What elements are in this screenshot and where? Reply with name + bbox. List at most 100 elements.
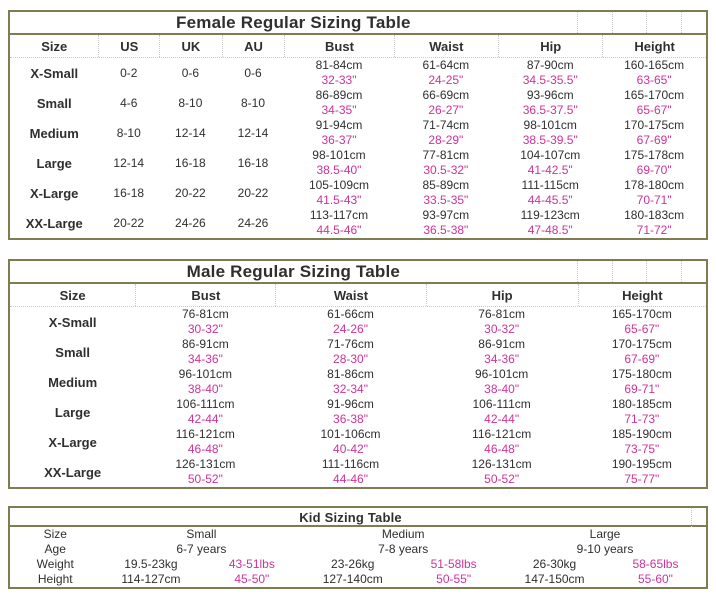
- inch-value: 75-77": [624, 472, 660, 486]
- waist-cell: 61-66cm 24-26": [275, 307, 425, 337]
- height-cell: 190-195cm 75-77": [578, 457, 706, 487]
- cm-value: 93-96cm: [526, 88, 574, 102]
- height-cell: 180-185cm 71-73": [578, 397, 706, 427]
- kid-row-age: Age 6-7 years 7-8 years 9-10 years: [10, 542, 706, 557]
- uk-size-value: 24-26: [175, 216, 206, 230]
- au-size-value: 12-14: [237, 126, 269, 140]
- inch-value: 32-34": [333, 382, 368, 396]
- inch-value: 28-29": [428, 133, 464, 147]
- size-row-xx-large: XX-Large 126-131cm 50-52" 111-116cm 44-46" 12…: [10, 457, 706, 487]
- height-cell: 175-178cm 69-70": [602, 148, 705, 178]
- kid-row-label: Size: [43, 527, 67, 541]
- column-header-bust: Bust: [284, 35, 393, 57]
- bust-cell: 86-89cm 34-35": [284, 88, 393, 118]
- kid-age-value: 6-7 years: [176, 542, 227, 556]
- size-label: Large: [36, 155, 72, 171]
- size-label: X-Large: [30, 185, 79, 201]
- cm-value: 106-111cm: [472, 397, 531, 411]
- cm-value: 86-91cm: [182, 337, 229, 351]
- bust-cell: 96-101cm 38-40": [135, 367, 275, 397]
- hip-cell: 116-121cm 46-48": [426, 427, 578, 457]
- cm-value: 98-101cm: [523, 118, 577, 132]
- inch-value: 41.5-43": [316, 193, 362, 207]
- kid-size-value: Small: [186, 527, 217, 541]
- hip-cell: 104-107cm 41-42.5": [498, 148, 602, 178]
- female-sizing-table: Female Regular Sizing Table Size US UK AU Bu…: [8, 10, 708, 240]
- kid-size-value: Large: [589, 527, 621, 541]
- hip-cell: 96-101cm 38-40": [426, 367, 578, 397]
- cm-value: 113-117cm: [309, 208, 369, 222]
- cm-value: 165-170cm: [611, 307, 672, 321]
- cm-value: 170-175cm: [611, 337, 672, 351]
- male-table-header-row: Size Bust Waist Hip Height: [10, 284, 706, 307]
- inch-value: 30-32": [187, 322, 223, 336]
- inch-value: 38.5-39.5": [522, 133, 578, 147]
- cm-value: 71-76cm: [327, 337, 374, 351]
- inch-value: 42-44": [484, 412, 520, 426]
- inch-value: 63-65": [636, 73, 672, 87]
- cm-value: 116-121cm: [175, 427, 235, 441]
- title-row-empty-cell: [611, 261, 647, 282]
- size-row-x-small: X-Small 0-2 0-6 0-6 81-84cm 32-33" 61-64cm 24-2…: [10, 58, 706, 88]
- size-label: XX-Large: [44, 464, 102, 480]
- kid-sizing-table: Kid Sizing Table Size Small Medium Large Age…: [8, 506, 708, 589]
- height-cell: 175-180cm 69-71": [578, 367, 706, 397]
- waist-cell: 85-89cm 33.5-35": [394, 178, 498, 208]
- inch-value: 36-38": [333, 412, 368, 426]
- column-header-hip: Hip: [425, 284, 578, 306]
- female-table-title: Female Regular Sizing Table: [176, 12, 411, 32]
- hip-cell: 86-91cm 34-36": [426, 337, 578, 367]
- inch-value: 36.5-38": [423, 223, 469, 237]
- waist-cell: 91-96cm 36-38": [275, 397, 425, 427]
- us-size-value: 20-22: [113, 216, 145, 230]
- cm-value: 105-109cm: [308, 178, 369, 192]
- height-cell: 160-165cm 63-65": [602, 58, 705, 88]
- bust-cell: 106-111cm 42-44": [135, 397, 275, 427]
- cm-value: 96-101cm: [474, 367, 529, 381]
- height-cell: 165-170cm 65-67": [578, 307, 706, 337]
- cm-value: 175-180cm: [611, 367, 672, 381]
- uk-size-value: 20-22: [175, 186, 206, 200]
- cm-value: 180-183cm: [624, 208, 685, 222]
- inch-value: 44-46": [333, 472, 368, 486]
- inch-value: 70-71": [636, 193, 672, 207]
- inch-value: 30-32": [484, 322, 520, 336]
- size-row-x-large: X-Large 16-18 20-22 20-22 105-109cm 41.5-43" 8…: [10, 178, 706, 208]
- inch-value: 67-69": [624, 352, 660, 366]
- size-label: X-Small: [30, 65, 79, 81]
- inch-value: 38-40": [187, 382, 223, 396]
- cm-value: 77-81cm: [422, 148, 470, 162]
- size-row-large: Large 12-14 16-18 16-18 98-101cm 38.5-40" 77-8…: [10, 148, 706, 178]
- inch-value: 36.5-37.5": [522, 103, 578, 117]
- cm-value: 71-74cm: [422, 118, 470, 132]
- size-row-x-small: X-Small 76-81cm 30-32" 61-66cm 24-26" 76-81cm…: [10, 307, 706, 337]
- inch-value: 36-37": [321, 133, 357, 147]
- column-header-waist: Waist: [275, 284, 425, 306]
- height-cell: 165-170cm 65-67": [602, 88, 705, 118]
- waist-cell: 81-86cm 32-34": [275, 367, 425, 397]
- au-size-value: 24-26: [237, 216, 269, 230]
- cm-value: 86-91cm: [478, 337, 525, 351]
- size-row-medium: Medium 8-10 12-14 12-14 91-94cm 36-37" 71-74cm…: [10, 118, 706, 148]
- inch-value: 42-44": [187, 412, 223, 426]
- cm-value: 178-180cm: [624, 178, 685, 192]
- cm-value: 170-175cm: [624, 118, 685, 132]
- inch-value: 33.5-35": [423, 193, 469, 207]
- kid-row-label: Weight: [36, 557, 74, 571]
- column-header-us: US: [98, 35, 159, 57]
- kid-height-imperial: 45-50": [234, 572, 270, 586]
- bust-cell: 81-84cm 32-33": [284, 58, 393, 88]
- inch-value: 50-52": [484, 472, 520, 486]
- height-cell: 185-190cm 73-75": [578, 427, 706, 457]
- inch-value: 34-35": [321, 103, 357, 117]
- column-header-height: Height: [602, 35, 705, 57]
- cm-value: 91-96cm: [327, 397, 374, 411]
- kid-weight-imperial: 58-65lbs: [632, 557, 679, 571]
- inch-value: 26-27": [428, 103, 464, 117]
- cm-value: 81-86cm: [327, 367, 374, 381]
- kid-row-height: Height 114-127cm 45-50" 127-140cm 50-55" 147-…: [10, 572, 706, 587]
- inch-value: 40-42": [333, 442, 368, 456]
- waist-cell: 111-116cm 44-46": [275, 457, 425, 487]
- inch-value: 65-67": [624, 322, 660, 336]
- male-table-body: X-Small 76-81cm 30-32" 61-66cm 24-26" 76-81cm…: [10, 307, 706, 487]
